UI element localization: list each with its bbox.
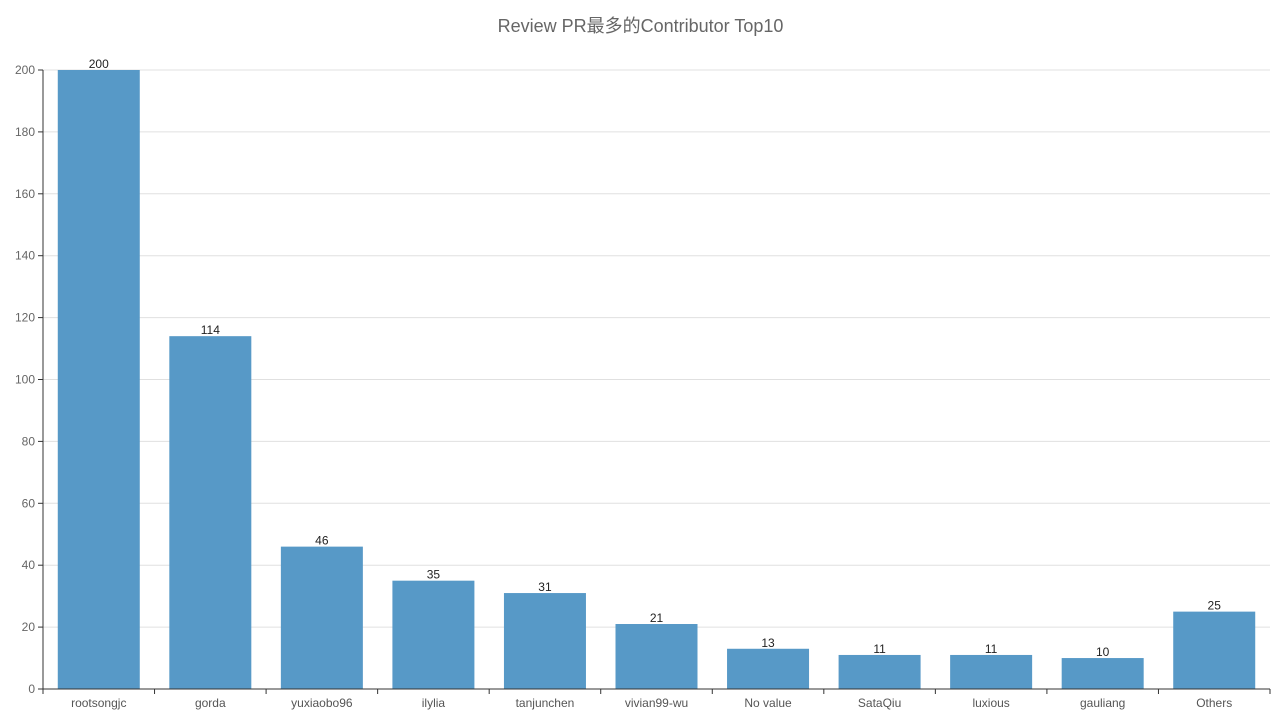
y-tick-label: 120 [15,311,35,325]
y-tick-label: 160 [15,187,35,201]
x-tick-label: ilylia [422,696,446,710]
y-tick-label: 100 [15,373,35,387]
bar-luxious[interactable] [950,654,1033,689]
y-tick-label: 20 [22,620,36,634]
bars [57,70,1256,689]
data-labels: 200 114 46 35 31 21 13 11 11 10 25 [89,57,1221,659]
y-tick-label: 180 [15,125,35,139]
x-tick-label: yuxiaobo96 [291,696,353,710]
bar-tanjunchen[interactable] [503,593,586,689]
x-tick-label: vivian99-wu [625,696,688,710]
data-label: 11 [873,642,886,656]
chart-title: Review PR最多的Contributor Top10 [497,16,784,36]
x-tick-label: SataQiu [858,696,901,710]
y-tick-label: 80 [22,434,36,448]
y-tick-label: 140 [15,249,35,263]
y-tick-label: 60 [22,496,36,510]
data-label: 46 [315,534,329,548]
bar-gauliang[interactable] [1061,658,1144,689]
data-label: 25 [1208,599,1222,613]
x-tick-label: luxious [972,696,1009,710]
data-label: 13 [761,636,775,650]
x-tick-label: gorda [195,696,226,710]
x-tick-label: Others [1196,696,1232,710]
bar-ilylia[interactable] [392,580,475,689]
data-label: 10 [1096,645,1110,659]
data-label: 114 [201,323,220,337]
x-axis-ticks: rootsongjc gorda yuxiaobo96 ilylia tanjunche… [42,689,1271,710]
bar-others[interactable] [1173,611,1256,689]
bar-vivian99-wu[interactable] [615,624,698,689]
bar-yuxiaobo96[interactable] [280,546,363,689]
data-label: 21 [650,611,664,625]
x-tick-label: No value [744,696,792,710]
data-label: 31 [538,580,552,594]
bar-rootsongjc[interactable] [57,70,140,689]
bar-sataqiu[interactable] [838,654,921,689]
data-label: 200 [89,57,109,71]
data-label: 35 [427,568,441,582]
bar-no-value[interactable] [727,648,810,689]
y-axis-ticks: 0 20 40 60 80 100 120 140 160 180 200 [15,63,43,696]
y-tick-label: 200 [15,63,35,77]
y-tick-label: 0 [28,682,35,696]
x-tick-label: tanjunchen [516,696,575,710]
data-label: 11 [985,642,998,656]
x-tick-label: rootsongjc [71,696,126,710]
y-tick-label: 40 [22,558,36,572]
bar-gorda[interactable] [169,336,252,689]
x-tick-label: gauliang [1080,696,1125,710]
